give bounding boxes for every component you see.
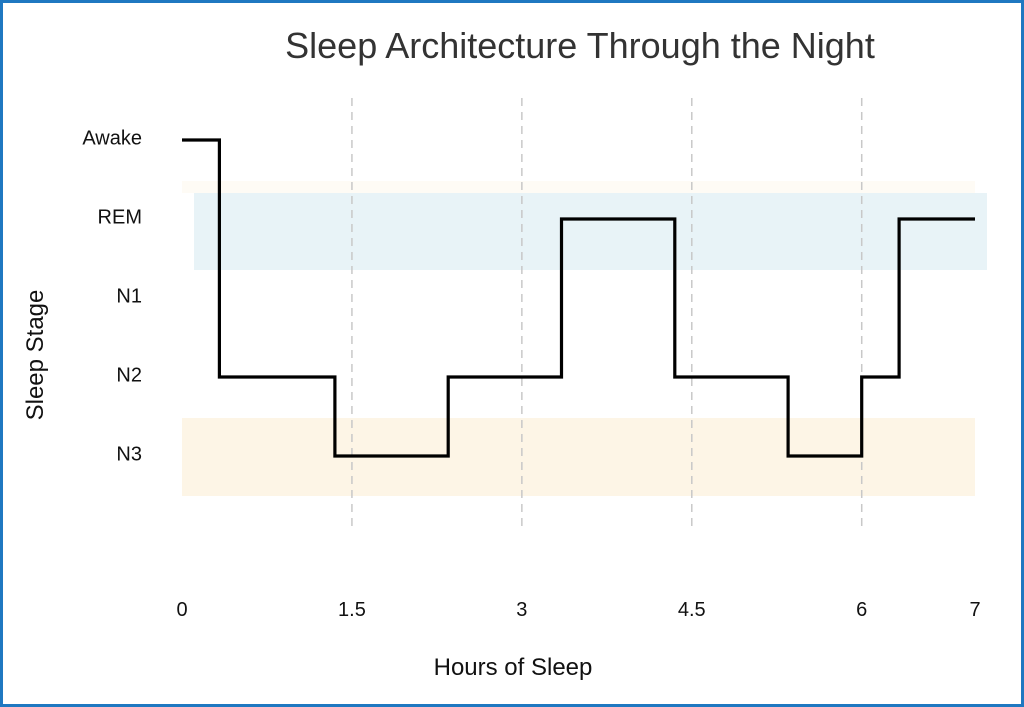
grid-lines [351,98,863,528]
y-tick-labels: Awake REM N1 N2 N3 [82,127,142,465]
band-rem [194,193,987,270]
y-tick-label: Awake [82,127,142,149]
x-tick-label: 3 [516,599,527,621]
y-tick-label: REM [98,206,142,228]
shaded-bands [182,181,987,496]
x-tick-label: 7 [969,599,980,621]
y-axis-label: Sleep Stage [22,290,49,421]
band-rem-halo [182,181,975,193]
y-tick-label: N3 [116,443,142,465]
x-tick-label: 6 [856,599,867,621]
chart-title: Sleep Architecture Through the Night [285,25,875,66]
x-tick-label: 4.5 [678,599,706,621]
x-tick-label: 1.5 [338,599,366,621]
x-tick-label: 0 [176,599,187,621]
series-layer [182,138,975,458]
y-tick-label: N2 [116,364,142,386]
sleep-stage-line [182,138,975,458]
x-axis-label: Hours of Sleep [434,654,593,681]
x-tick-labels: 0 1.5 3 4.5 6 7 [176,599,980,621]
y-tick-label: N1 [116,285,142,307]
